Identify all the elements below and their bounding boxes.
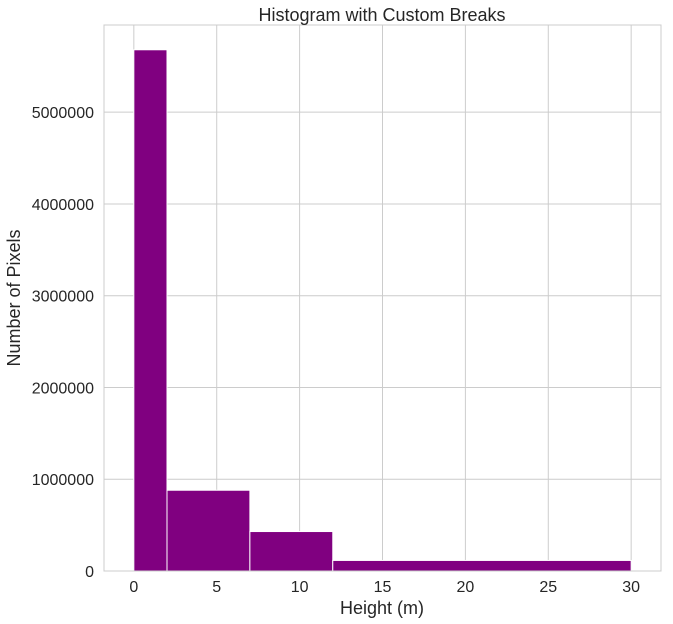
bars	[133, 49, 632, 572]
y-tick-label: 0	[85, 564, 94, 581]
chart-title: Histogram with Custom Breaks	[258, 5, 505, 25]
histogram-bar	[249, 531, 334, 572]
histogram-bar	[332, 559, 632, 572]
x-tick-label: 25	[539, 579, 557, 596]
y-tick-label: 1000000	[32, 472, 94, 489]
histogram-bar	[133, 49, 168, 572]
y-tick-labels: 0 1000000 2000000 3000000 4000000 5000000	[32, 105, 94, 581]
x-tick-label: 30	[622, 579, 640, 596]
y-tick-label: 4000000	[32, 197, 94, 214]
x-tick-label: 20	[456, 579, 474, 596]
y-tick-label: 5000000	[32, 105, 94, 122]
x-tick-label: 15	[374, 579, 392, 596]
x-axis-label: Height (m)	[340, 598, 424, 618]
y-tick-label: 3000000	[32, 289, 94, 306]
x-tick-label: 10	[291, 579, 309, 596]
y-tick-label: 2000000	[32, 380, 94, 397]
plot-frame	[103, 24, 662, 572]
x-tick-labels: 0 5 10 15 20 25 30	[129, 579, 640, 596]
x-tick-label: 5	[212, 579, 221, 596]
histogram-bar	[166, 489, 251, 572]
x-tick-label: 0	[129, 579, 138, 596]
y-axis-label: Number of Pixels	[4, 229, 24, 366]
